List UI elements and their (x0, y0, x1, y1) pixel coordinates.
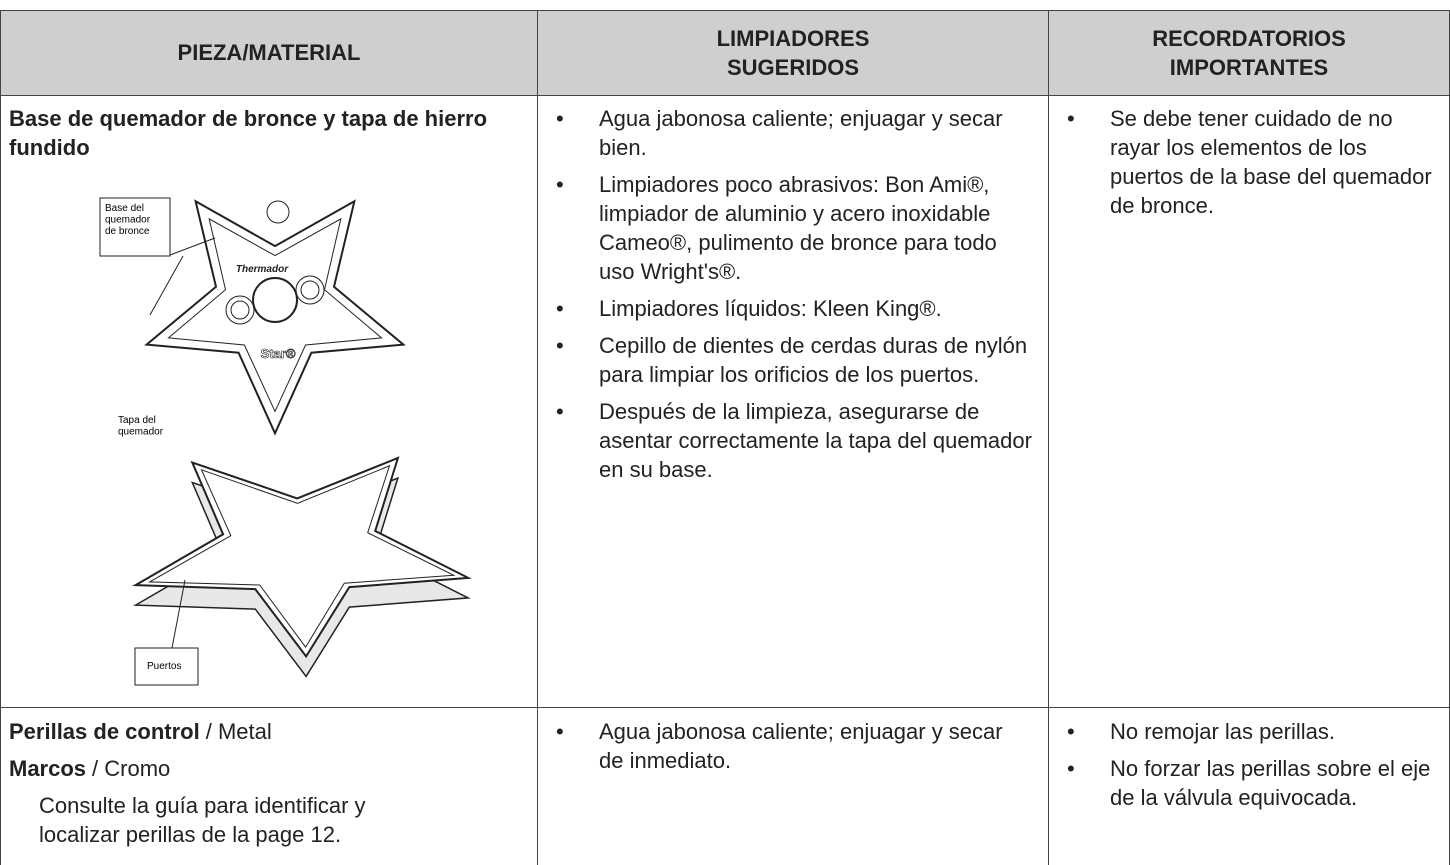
model: Star® (261, 346, 296, 361)
header-cell: RECORDATORIOS IMPORTANTES (1049, 10, 1449, 95)
brand: Thermador (236, 264, 289, 275)
part-item: Perillas de control / Metal (9, 717, 529, 746)
material: / Cromo (92, 756, 171, 781)
reminders-list: Se debe tener cuidado de no rayar los el… (1049, 104, 1439, 220)
rule (0, 10, 1, 865)
burner-cap-inner (147, 464, 456, 648)
bullet-item: Después de la limpieza, asegurarse de as… (538, 397, 1033, 484)
rule (1048, 10, 1049, 865)
rule (0, 95, 1450, 96)
bullet-item: No remojar las perillas. (1049, 717, 1439, 746)
base-label: Base del quemador de bronce (105, 203, 151, 237)
burner-base-inner (167, 217, 383, 413)
material: / Metal (205, 719, 272, 744)
bullet-item: Limpiadores poco abrasivos: Bon Ami®, li… (538, 170, 1033, 286)
cleaners-cell: Agua jabonosa caliente; enjuagar y secar… (538, 717, 1033, 783)
part-cell: Perillas de control / Metal Marcos / Cromo… (9, 717, 529, 849)
bullet-item: Agua jabonosa caliente; enjuagar y secar… (538, 717, 1033, 775)
bullet-item: Cepillo de dientes de cerdas duras de ny… (538, 331, 1033, 389)
part-item: Marcos / Cromo (9, 754, 529, 783)
part-name: Marcos (9, 756, 87, 781)
bullet-item: Se debe tener cuidado de no rayar los el… (1049, 104, 1439, 220)
bullet-item: Limpiadores líquidos: Kleen King®. (538, 294, 1033, 323)
burner-illustration: Thermador Star® Base del quemador de bronc… (99, 197, 472, 686)
header-cell: PIEZA/MATERIAL (1, 10, 537, 95)
ports-label: Puertos (147, 661, 181, 672)
bullet-item: No forzar las perillas sobre el eje de l… (1049, 754, 1439, 812)
rule (0, 707, 1450, 708)
part-name: Perillas de control (9, 719, 200, 744)
cap-label: Tapa del quemador (118, 415, 164, 438)
rule (0, 10, 1450, 11)
reminders-cell: No remojar las perillas. No forzar las pe… (1049, 717, 1439, 820)
header-cell: LIMPIADORES SUGERIDOS (538, 10, 1048, 95)
cleaners-list: Agua jabonosa caliente; enjuagar y secar… (538, 717, 1033, 775)
bullet-item: Agua jabonosa caliente; enjuagar y secar… (538, 104, 1033, 162)
cleaners-cell: Agua jabonosa caliente; enjuagar y secar… (538, 104, 1033, 492)
burner-base (144, 199, 406, 436)
reminders-cell: Se debe tener cuidado de no rayar los el… (1049, 104, 1439, 228)
cleaners-list: Agua jabonosa caliente; enjuagar y secar… (538, 104, 1033, 484)
note: Consulte la guía para identificar y loca… (39, 793, 366, 847)
part-name: Base de quemador de bronce y tapa de hie… (9, 106, 488, 160)
reminders-list: No remojar las perillas. No forzar las pe… (1049, 717, 1439, 812)
